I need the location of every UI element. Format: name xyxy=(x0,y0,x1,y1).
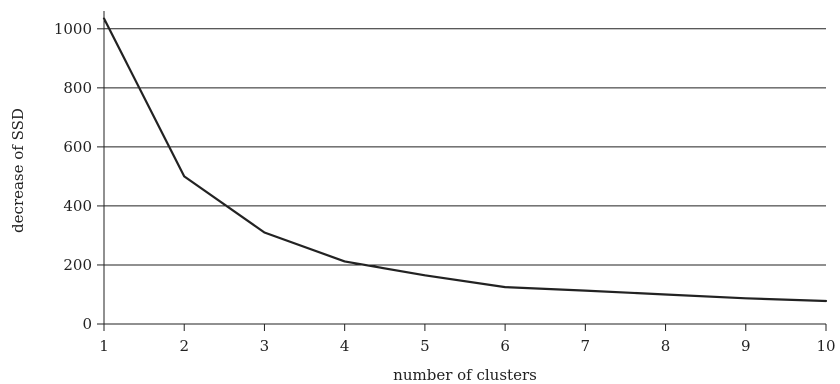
x-tick-label: 6 xyxy=(500,337,510,355)
y-tick-label: 600 xyxy=(63,138,92,156)
y-tick-labels: 0 200 400 600 800 1000 xyxy=(54,20,92,333)
x-tick-label: 10 xyxy=(816,337,835,355)
gridlines xyxy=(104,28,826,266)
x-tick-label: 7 xyxy=(581,337,591,355)
y-tick-label: 0 xyxy=(82,315,92,333)
x-tick-label: 8 xyxy=(661,337,671,355)
x-tick-label: 3 xyxy=(260,337,270,355)
y-axis-label: decrease of SSD xyxy=(9,108,27,233)
y-tick-label: 400 xyxy=(63,197,92,215)
axes xyxy=(97,11,827,331)
x-tick-label: 9 xyxy=(741,337,751,355)
x-tick-label: 2 xyxy=(179,337,189,355)
series-line xyxy=(102,17,828,303)
x-tick-label: 4 xyxy=(340,337,350,355)
x-tick-labels: 1 2 3 4 5 6 7 8 9 10 xyxy=(99,337,835,355)
x-tick-label: 1 xyxy=(99,337,109,355)
y-tick-label: 800 xyxy=(63,79,92,97)
x-axis-label: number of clusters xyxy=(393,366,537,384)
y-tick-label: 200 xyxy=(63,256,92,274)
series-layer xyxy=(102,17,828,303)
x-tick-label: 5 xyxy=(420,337,430,355)
y-tick-label: 1000 xyxy=(54,20,92,38)
